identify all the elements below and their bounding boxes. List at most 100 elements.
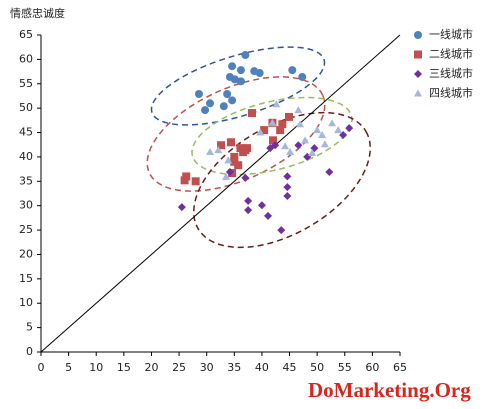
point (288, 66, 297, 75)
legend-label: 一线城市 (429, 27, 473, 41)
point (234, 161, 243, 170)
point (239, 148, 248, 157)
y-tick-label: 20 (19, 247, 33, 260)
cluster-ellipse (193, 111, 371, 249)
legend-marker (414, 50, 422, 59)
point (284, 112, 293, 121)
point (224, 156, 233, 164)
point (255, 69, 264, 78)
point (278, 120, 287, 129)
x-tick-label: 15 (117, 361, 131, 374)
point (268, 136, 277, 145)
y-tick-label: 5 (26, 321, 33, 334)
y-tick-label: 0 (26, 345, 33, 358)
point (345, 124, 354, 133)
point (247, 109, 256, 118)
point (325, 168, 334, 177)
point (313, 126, 322, 134)
cluster-ellipse (191, 96, 353, 176)
point (298, 72, 307, 81)
legend-marker (414, 70, 422, 78)
point (228, 62, 237, 71)
point (334, 126, 343, 134)
x-tick-label: 40 (255, 361, 269, 374)
x-tick-label: 5 (65, 361, 72, 374)
point (277, 226, 286, 235)
legend-label: 四线城市 (429, 86, 473, 100)
x-tick-label: 60 (365, 361, 379, 374)
point (236, 77, 245, 86)
point (217, 141, 226, 150)
point (268, 118, 277, 126)
point (286, 148, 295, 156)
y-tick-label: 45 (19, 126, 33, 139)
point (223, 90, 232, 99)
watermark: DoMarketing.Org (308, 378, 471, 402)
point (263, 211, 272, 220)
point (257, 201, 266, 210)
point (281, 142, 290, 150)
point (225, 168, 234, 177)
point (320, 140, 329, 148)
legend-marker (414, 31, 422, 39)
point (283, 191, 292, 200)
y-tick-label: 65 (19, 28, 33, 41)
point (294, 141, 303, 150)
point (206, 99, 215, 108)
point (318, 130, 327, 138)
point (244, 206, 253, 215)
point (294, 106, 303, 114)
point (328, 119, 337, 127)
cluster-outlines (146, 46, 371, 249)
point (226, 138, 235, 147)
y-tick-label: 30 (19, 199, 33, 212)
y-tick-label: 15 (19, 272, 33, 285)
point (230, 75, 239, 84)
y-tick-label: 60 (19, 52, 33, 65)
point (296, 120, 305, 128)
point (283, 172, 292, 181)
diagonal-line (40, 34, 401, 353)
point (230, 152, 239, 161)
point (256, 128, 265, 136)
x-tick-label: 25 (172, 361, 186, 374)
legend-label: 二线城市 (429, 47, 473, 61)
point (241, 173, 250, 182)
point (241, 50, 250, 59)
x-tick-label: 55 (338, 361, 352, 374)
point (244, 196, 253, 205)
y-tick-label: 55 (19, 77, 33, 90)
point (222, 172, 231, 180)
point (177, 203, 186, 212)
point (271, 141, 280, 150)
legend-marker (414, 89, 422, 97)
x-tick-label: 20 (144, 361, 158, 374)
point (180, 176, 189, 185)
point (201, 106, 210, 115)
point (236, 66, 245, 75)
x-tick-label: 10 (89, 361, 103, 374)
x-tick-label: 30 (200, 361, 214, 374)
cluster-ellipse (146, 76, 326, 192)
legend-label: 三线城市 (429, 66, 473, 80)
point (308, 149, 317, 157)
point (301, 136, 310, 144)
cluster-ellipse (150, 46, 326, 126)
y-tick-label: 50 (19, 101, 33, 114)
point (276, 126, 285, 135)
point (272, 100, 281, 108)
y-tick-label: 25 (19, 223, 33, 236)
x-tick-label: 45 (283, 361, 297, 374)
point (194, 90, 203, 99)
y-tick-label: 35 (19, 174, 33, 187)
point (214, 146, 223, 154)
point (206, 148, 215, 156)
point (283, 183, 292, 192)
point (228, 96, 237, 105)
y-tick-label: 10 (19, 296, 33, 309)
x-tick-label: 50 (310, 361, 324, 374)
point (191, 177, 200, 186)
x-tick-label: 65 (393, 361, 407, 374)
y-tick-label: 40 (19, 150, 33, 163)
